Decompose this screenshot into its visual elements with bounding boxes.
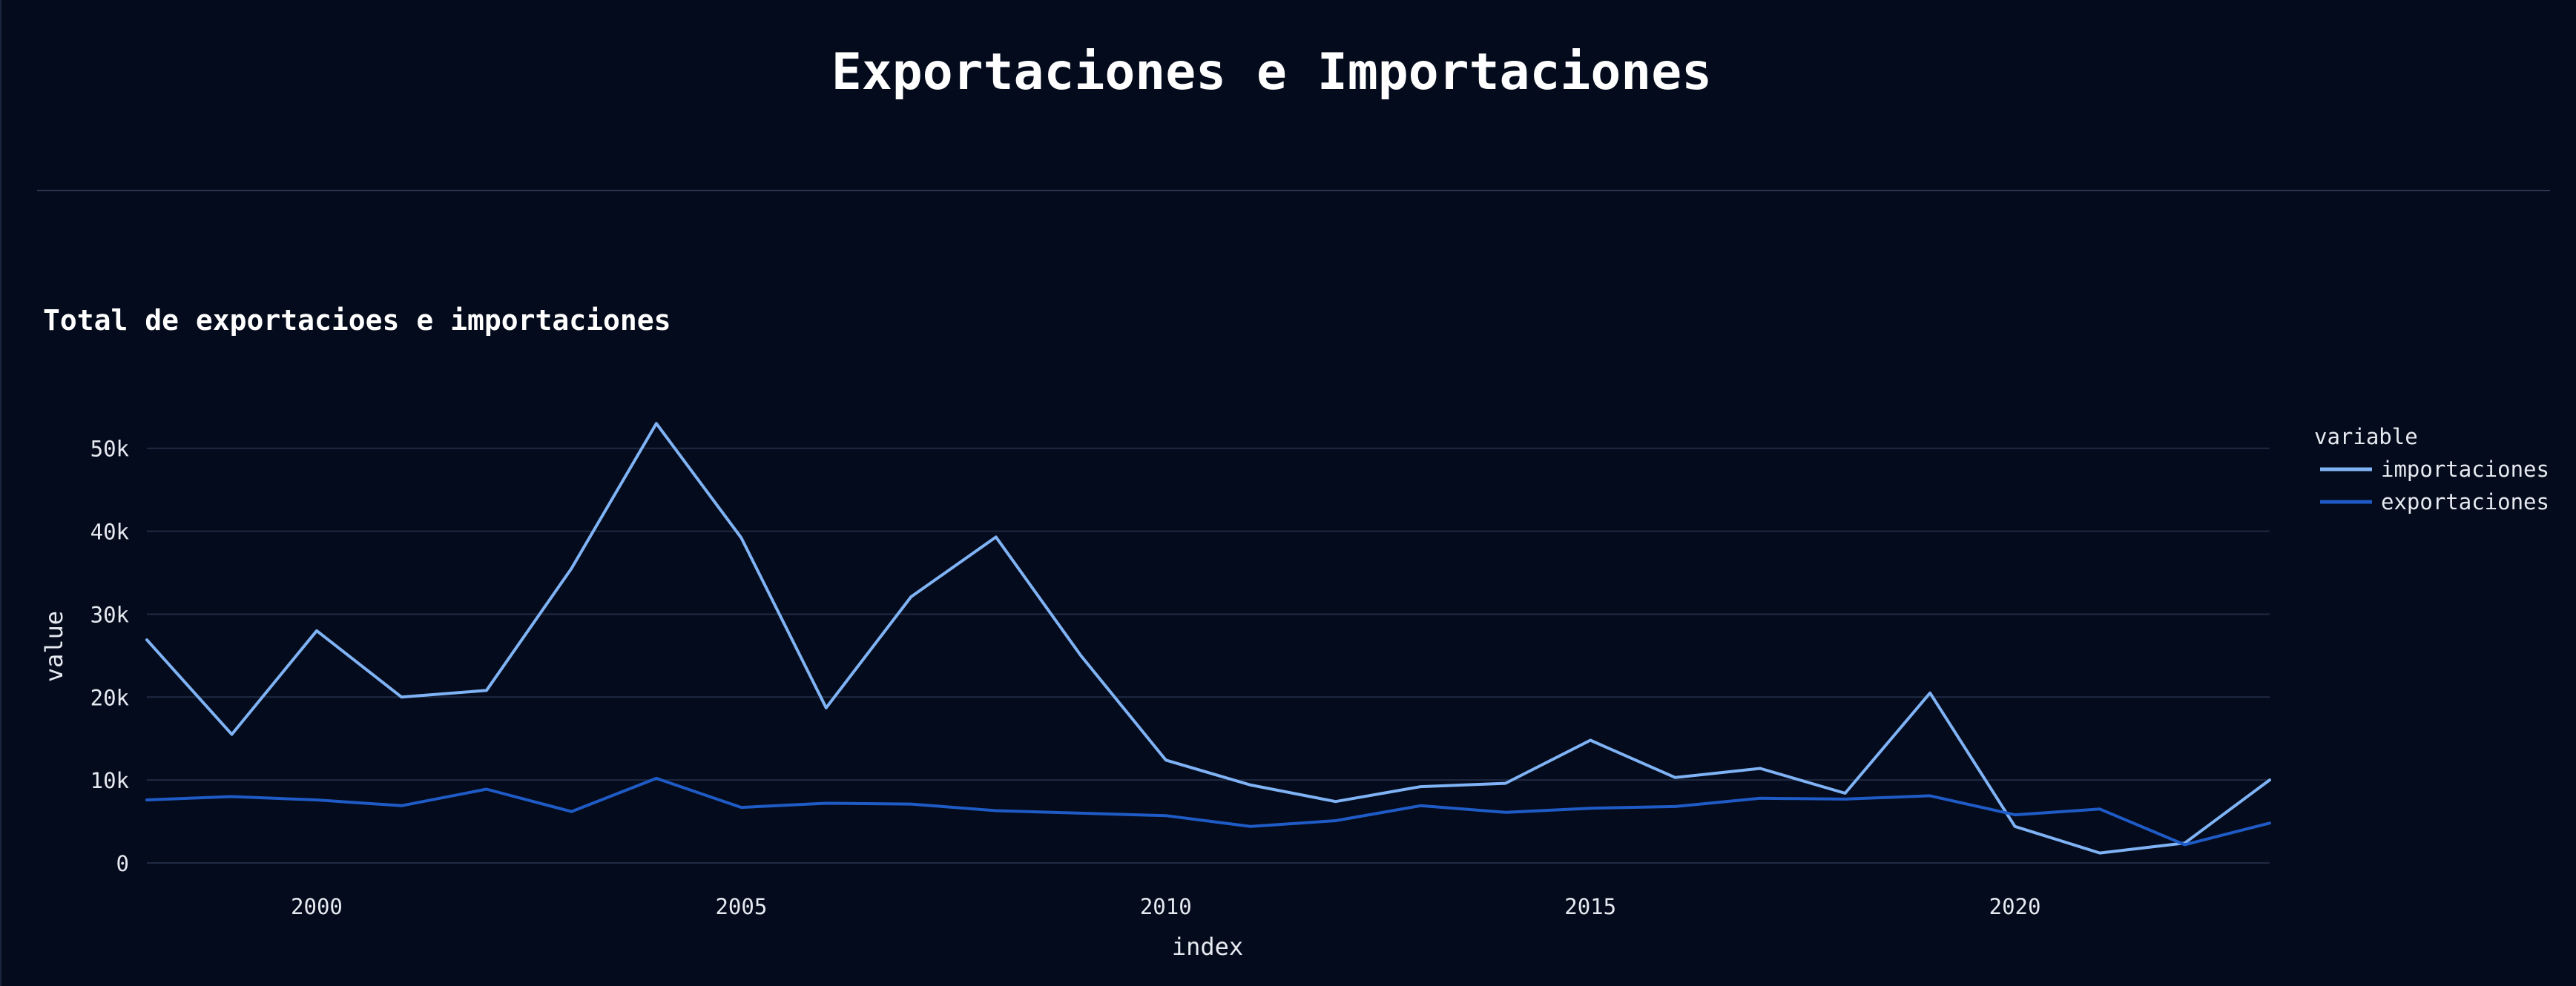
y-tick-label: 10k [90,768,130,793]
legend[interactable]: variable importaciones exportaciones [2314,424,2549,514]
x-tick-label: 2005 [715,894,767,919]
y-tick-label: 40k [90,520,130,545]
series-line-importaciones [145,422,2271,855]
x-tick-label: 2020 [1989,894,2041,919]
x-axis-label: index [1172,933,1243,961]
page-title: Exportaciones e Importaciones [831,43,1713,102]
x-tick-label: 2000 [291,894,343,919]
legend-title: variable [2314,424,2418,449]
chart-title: Total de exportacioes e importaciones [43,304,671,337]
series-lines [145,422,2271,855]
x-tick-label: 2010 [1140,894,1192,919]
legend-item-importaciones[interactable]: importaciones [2381,457,2549,482]
title-divider [37,190,2550,191]
y-tick-label: 20k [90,685,130,710]
y-axis-label: value [40,611,68,682]
gridlines [147,447,2270,864]
y-tick-label: 0 [116,851,129,876]
x-axis-ticks: 2000 2005 2010 2015 2020 [291,894,2040,919]
legend-item-exportaciones[interactable]: exportaciones [2381,489,2549,514]
y-axis-ticks: 0 10k 20k 30k 40k 50k [90,437,130,876]
series-line-exportaciones [145,776,2271,847]
y-tick-label: 30k [90,602,130,627]
y-tick-label: 50k [90,437,130,462]
x-tick-label: 2015 [1564,894,1616,919]
